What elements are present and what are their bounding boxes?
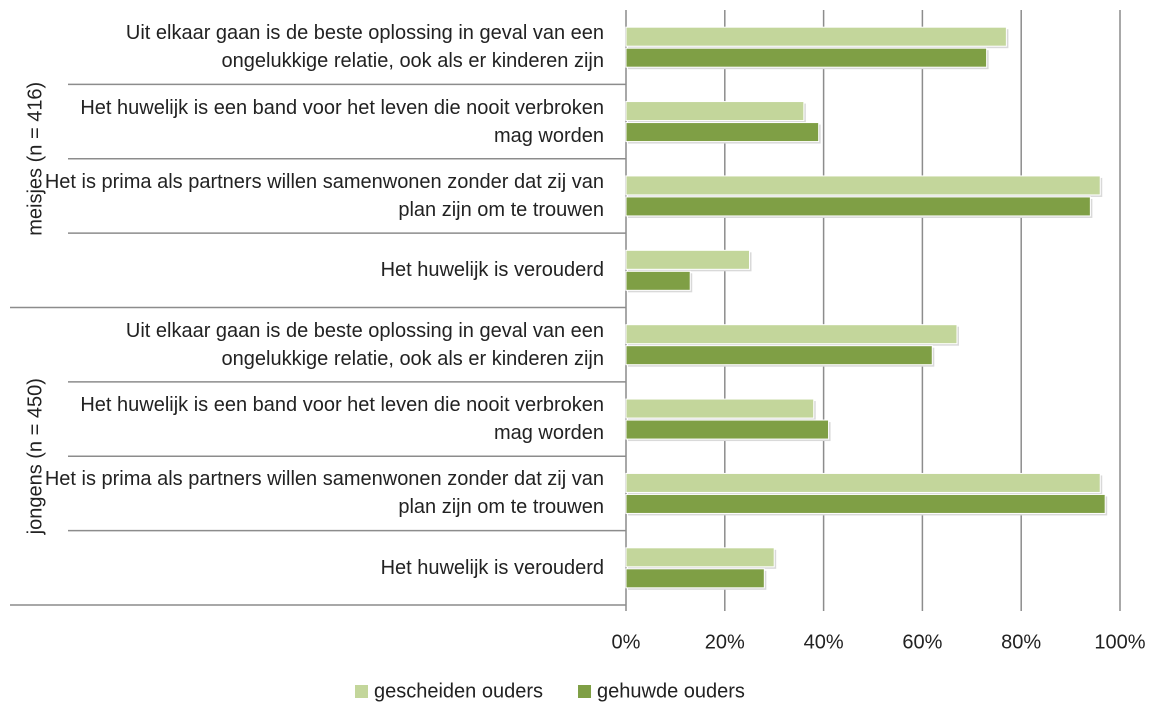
category-label: Uit elkaar gaan is de beste oplossing in… [125, 319, 604, 370]
category-label: Het huwelijk is een band voor het leven … [80, 394, 604, 445]
bar [625, 101, 805, 122]
group-label: jongens (n = 450) [24, 378, 46, 535]
category-label: Het huwelijk is een band voor het leven … [80, 96, 604, 147]
x-tick-label: 20% [705, 631, 745, 653]
category-label: Uit elkaar gaan is de beste oplossing in… [125, 22, 604, 73]
bar [625, 398, 815, 419]
bar [625, 175, 1101, 196]
bar [625, 345, 933, 366]
x-tick-label: 100% [1094, 631, 1145, 653]
legend-swatch [355, 685, 368, 698]
legend-label: gehuwde ouders [597, 680, 745, 702]
x-tick-label: 80% [1001, 631, 1041, 653]
bar [625, 196, 1091, 217]
bar [625, 249, 750, 270]
bar [625, 270, 691, 291]
bar [625, 568, 765, 589]
bar [625, 472, 1101, 493]
category-label: Het huwelijk is verouderd [380, 556, 604, 579]
bar [625, 122, 820, 143]
bar [625, 493, 1106, 514]
bar [625, 26, 1007, 47]
category-label: Het is prima als partners willen samenwo… [44, 170, 604, 221]
x-tick-label: 40% [804, 631, 844, 653]
bar [625, 419, 830, 440]
bar [625, 47, 988, 68]
bar [625, 547, 775, 568]
group-label: meisjes (n = 416) [24, 82, 46, 236]
category-label: Het is prima als partners willen samenwo… [44, 468, 604, 519]
legend-swatch [578, 685, 592, 698]
bar [625, 324, 958, 345]
legend-label: gescheiden ouders [374, 680, 543, 702]
x-tick-label: 60% [902, 631, 942, 653]
category-label: Het huwelijk is verouderd [380, 259, 604, 282]
x-tick-label: 0% [612, 631, 641, 653]
